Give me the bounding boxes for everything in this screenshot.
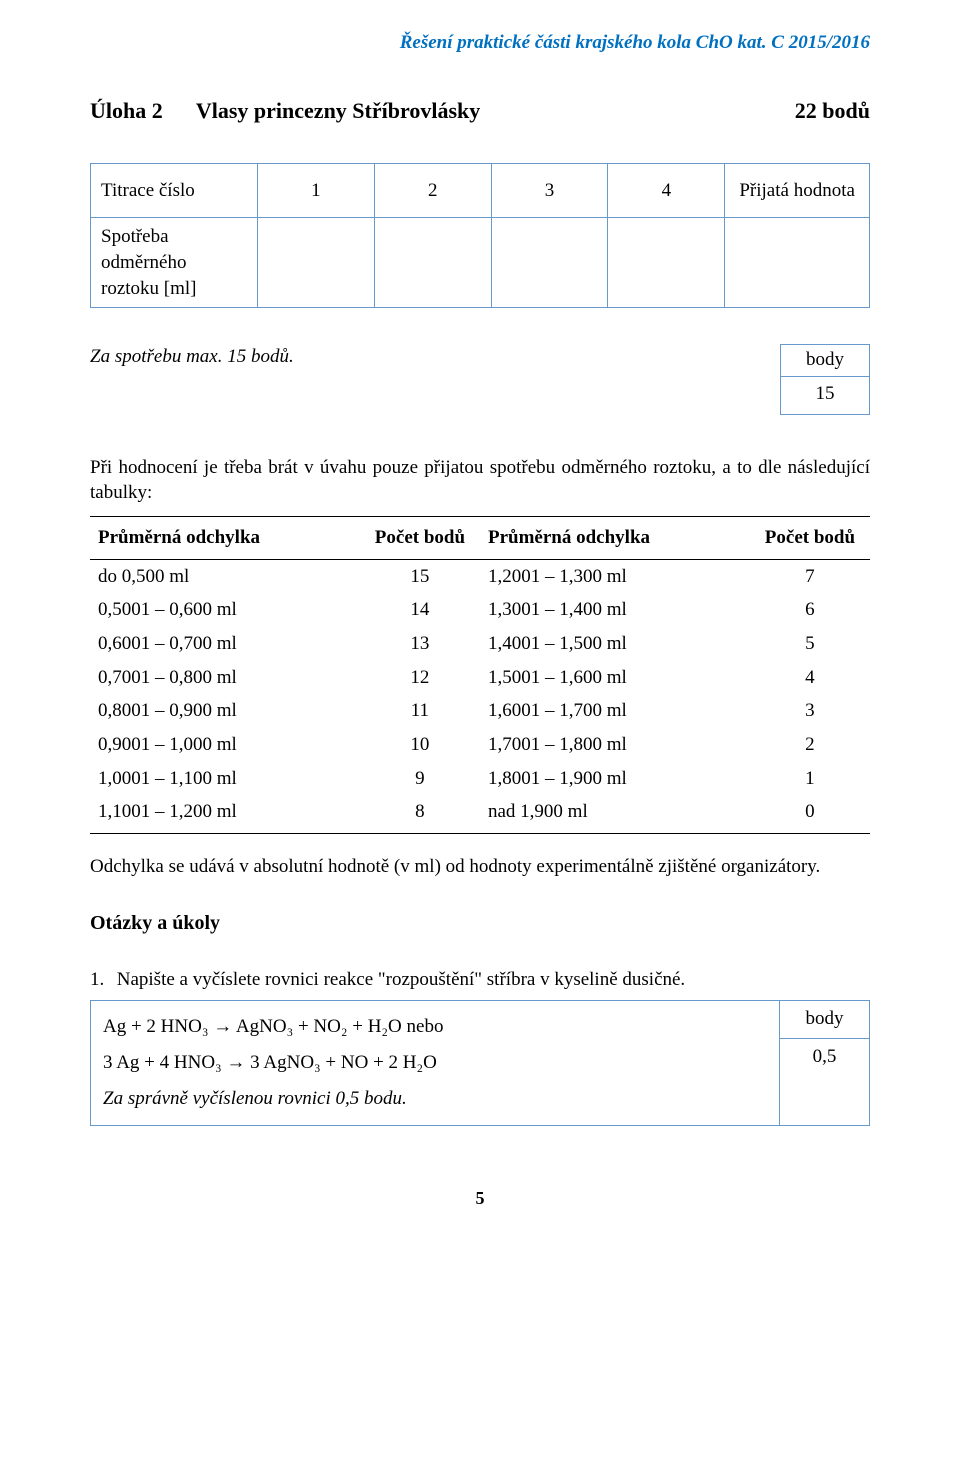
question-text: Napište a vyčíslete rovnici reakce "rozp… <box>117 969 685 990</box>
table-row: 0,5001 – 0,600 ml141,3001 – 1,400 ml6 <box>90 593 870 627</box>
table-cell: 9 <box>360 762 480 796</box>
equation-line-1: Ag + 2 HNO₃ → AgNO₃ + NO₂ + H₂O nebo <box>103 1009 767 1045</box>
table-cell: 1,7001 – 1,800 ml <box>480 728 750 762</box>
titration-col: 4 <box>608 164 725 218</box>
table-cell: 0,8001 – 0,900 ml <box>90 694 360 728</box>
points-box: body 15 <box>780 344 870 415</box>
titration-row2-label: Spotřeba odměrného roztoku [ml] <box>91 218 258 308</box>
table-cell: do 0,500 ml <box>90 559 360 593</box>
titration-col: 1 <box>257 164 374 218</box>
page: Řešení praktické části krajského kola Ch… <box>0 0 960 1482</box>
table-row: do 0,500 ml151,2001 – 1,300 ml7 <box>90 559 870 593</box>
table-cell: 1,6001 – 1,700 ml <box>480 694 750 728</box>
question-number: 1. <box>90 967 112 993</box>
table-cell: 0,5001 – 0,600 ml <box>90 593 360 627</box>
titration-empty-cell <box>491 218 608 308</box>
document-header: Řešení praktické části krajského kola Ch… <box>90 30 870 56</box>
table-cell: 1 <box>750 762 870 796</box>
task-points: 22 bodů <box>795 96 870 126</box>
titration-empty-cell <box>725 218 870 308</box>
table-cell: 15 <box>360 559 480 593</box>
answer-points-value: 0,5 <box>813 1046 837 1067</box>
table-cell: 0 <box>750 795 870 833</box>
table-cell: 13 <box>360 627 480 661</box>
titration-empty-cell <box>257 218 374 308</box>
titration-row1-label: Titrace číslo <box>91 164 258 218</box>
task-title: Vlasy princezny Stříbrovlásky <box>196 98 480 123</box>
titration-empty-cell <box>608 218 725 308</box>
answer-correct-note: Za správně vyčíslenou rovnici 0,5 bodu. <box>103 1081 767 1117</box>
dev-header: Průměrná odchylka <box>90 517 360 560</box>
table-row: 1,0001 – 1,100 ml91,8001 – 1,900 ml1 <box>90 762 870 796</box>
table-cell: 1,1001 – 1,200 ml <box>90 795 360 833</box>
table-cell: 3 <box>750 694 870 728</box>
task-heading: Úloha 2 Vlasy princezny Stříbrovlásky 22… <box>90 96 870 126</box>
consumption-row: Za spotřebu max. 15 bodů. body 15 <box>90 344 870 415</box>
table-cell: 1,0001 – 1,100 ml <box>90 762 360 796</box>
dev-header: Počet bodů <box>750 517 870 560</box>
question-1: 1. Napište a vyčíslete rovnici reakce "r… <box>90 967 870 993</box>
consumption-text: Za spotřebu max. 15 bodů. <box>90 344 294 370</box>
dev-header: Průměrná odchylka <box>480 517 750 560</box>
table-row: 0,6001 – 0,700 ml131,4001 – 1,500 ml5 <box>90 627 870 661</box>
points-label: body <box>781 345 869 377</box>
table-cell: 6 <box>750 593 870 627</box>
table-cell: 0,6001 – 0,700 ml <box>90 627 360 661</box>
dev-header: Počet bodů <box>360 517 480 560</box>
page-number: 5 <box>90 1186 870 1210</box>
answer-box: Ag + 2 HNO₃ → AgNO₃ + NO₂ + H₂O nebo 3 A… <box>90 1000 870 1126</box>
table-row: 0,8001 – 0,900 ml111,6001 – 1,700 ml3 <box>90 694 870 728</box>
deviation-table: Průměrná odchylka Počet bodů Průměrná od… <box>90 516 870 834</box>
table-cell: 1,5001 – 1,600 ml <box>480 661 750 695</box>
titration-accepted-label: Přijatá hodnota <box>725 164 870 218</box>
answer-equations: Ag + 2 HNO₃ → AgNO₃ + NO₂ + H₂O nebo 3 A… <box>91 1001 780 1126</box>
titration-empty-cell <box>374 218 491 308</box>
points-value: 15 <box>781 377 869 414</box>
answer-points-cell: body 0,5 <box>780 1001 870 1126</box>
questions-title: Otázky a úkoly <box>90 910 870 937</box>
table-cell: 0,9001 – 1,000 ml <box>90 728 360 762</box>
deviation-note: Odchylka se udává v absolutní hodnotě (v… <box>90 854 870 880</box>
titration-col: 3 <box>491 164 608 218</box>
task-label: Úloha 2 <box>90 98 163 123</box>
table-row: 0,9001 – 1,000 ml101,7001 – 1,800 ml2 <box>90 728 870 762</box>
table-cell: 0,7001 – 0,800 ml <box>90 661 360 695</box>
table-cell: 8 <box>360 795 480 833</box>
intro-paragraph: Při hodnocení je třeba brát v úvahu pouz… <box>90 455 870 506</box>
table-cell: 11 <box>360 694 480 728</box>
table-cell: 7 <box>750 559 870 593</box>
equation-line-2: 3 Ag + 4 HNO₃ → 3 AgNO₃ + NO + 2 H₂O <box>103 1045 767 1081</box>
table-cell: 1,2001 – 1,300 ml <box>480 559 750 593</box>
table-cell: nad 1,900 ml <box>480 795 750 833</box>
table-row: 1,1001 – 1,200 ml8nad 1,900 ml0 <box>90 795 870 833</box>
table-cell: 5 <box>750 627 870 661</box>
titration-table: Titrace číslo 1 2 3 4 Přijatá hodnota Sp… <box>90 163 870 308</box>
table-cell: 10 <box>360 728 480 762</box>
table-row: 0,7001 – 0,800 ml121,5001 – 1,600 ml4 <box>90 661 870 695</box>
table-cell: 1,8001 – 1,900 ml <box>480 762 750 796</box>
answer-points-label: body <box>780 1001 869 1039</box>
titration-col: 2 <box>374 164 491 218</box>
table-cell: 14 <box>360 593 480 627</box>
table-cell: 12 <box>360 661 480 695</box>
table-cell: 2 <box>750 728 870 762</box>
table-cell: 1,3001 – 1,400 ml <box>480 593 750 627</box>
table-cell: 1,4001 – 1,500 ml <box>480 627 750 661</box>
table-cell: 4 <box>750 661 870 695</box>
